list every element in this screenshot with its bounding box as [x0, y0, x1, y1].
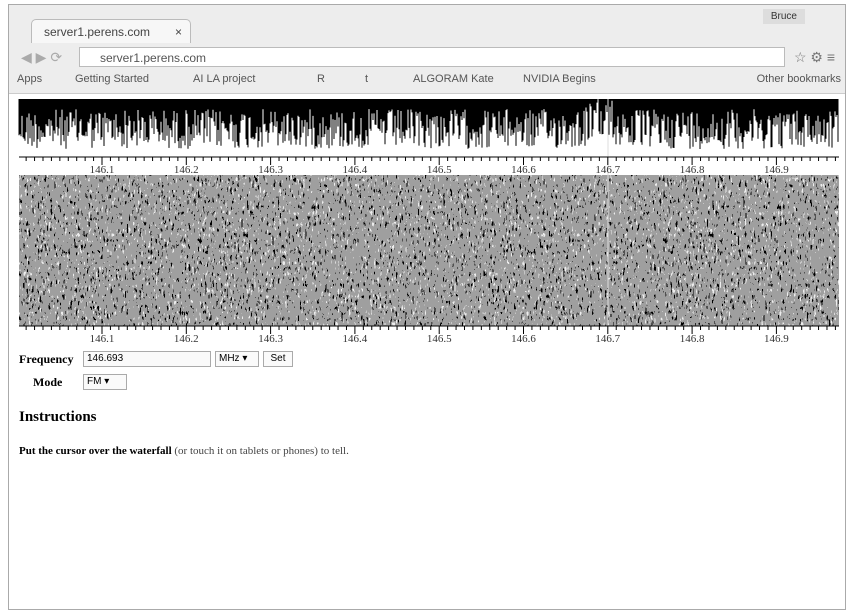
tick-label: 146.1	[90, 164, 115, 176]
sdr-display: 146.1 146.2 146.3 146.4 146.5 146.6 146.7 146.8…	[9, 5, 845, 355]
tick-label: 146.2	[174, 333, 199, 345]
browser-window: server1.perens.com× Bruce ◀ ▶ ⟳ server1.…	[8, 4, 846, 610]
mode: FM	[87, 376, 101, 387]
tick-label: 146.3	[258, 333, 283, 345]
tick-label: 146.9	[764, 164, 789, 176]
frequency-label: Frequency	[19, 352, 73, 367]
page: server1.perens.com× Bruce ◀ ▶ ⟳ server1.…	[0, 0, 848, 612]
mode-select[interactable]: FM ▾	[83, 374, 127, 390]
tick-label: 146.6	[511, 333, 536, 345]
tick-label: 146.8	[680, 164, 705, 176]
tick-label: 146.1	[90, 333, 115, 345]
mode-label: Mode	[33, 375, 62, 390]
instructions-bold: Put the cursor over the waterfall	[19, 445, 172, 457]
tick-label: 146.3	[258, 164, 283, 176]
instructions-text: Put the cursor over the waterfall (or to…	[19, 445, 349, 457]
tick-label: 146.4	[343, 164, 368, 176]
set-button[interactable]: Set	[263, 351, 293, 367]
tick-label: 146.5	[427, 333, 452, 345]
tick-label: 146.8	[680, 333, 705, 345]
tick-label: 146.6	[511, 164, 536, 176]
tick-label: 146.5	[427, 164, 452, 176]
tick-label: 146.7	[595, 164, 620, 176]
waterfall[interactable]	[19, 175, 839, 326]
instructions-heading: Instructions	[19, 409, 97, 426]
unit: MHz	[219, 353, 240, 364]
unit-select[interactable]: MHz ▾	[215, 351, 259, 367]
tick-label: 146.2	[174, 164, 199, 176]
tick-label: 146.4	[343, 333, 368, 345]
tick-label: 146.7	[595, 333, 620, 345]
tick-label: 146.9	[764, 333, 789, 345]
instructions-rest: (or touch it on tablets or phones) to te…	[172, 445, 349, 457]
frequency-input[interactable]: 146.693	[83, 351, 211, 367]
